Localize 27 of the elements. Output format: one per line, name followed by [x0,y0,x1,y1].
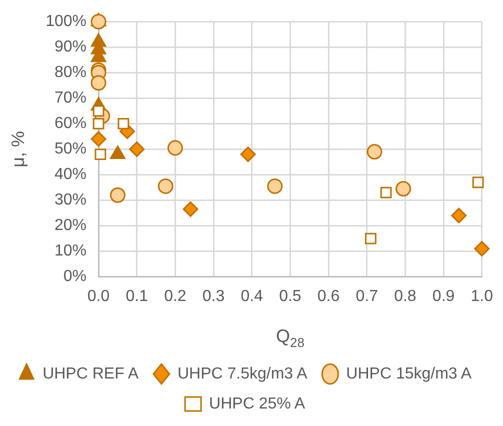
x-tick-label: 0.1 [126,288,148,305]
x-tick-label: 0.9 [432,288,455,305]
y-tick-label: 40% [54,166,87,184]
x-tick-label: 0.6 [317,288,340,305]
legend-label: UHPC REF A [42,365,139,382]
y-tick-label: 90% [54,38,87,56]
y-tick-label: 0% [63,268,87,286]
x-tick-label: 0.0 [87,288,110,305]
legend-label: UHPC 7.5kg/m3 A [177,365,308,382]
y-tick-label: 20% [54,217,87,234]
y-tick-label: 60% [54,115,87,132]
y-tick-label: 50% [54,140,87,158]
y-tick-label: 80% [54,64,87,82]
y-axis-title: μ, % [8,131,28,168]
y-tick-label: 10% [54,242,87,260]
x-tick-label: 0.3 [202,288,225,305]
x-tick-label: 0.7 [356,288,378,305]
y-tick-label: 70% [54,90,87,107]
legend-label: UHPC 15kg/m3 A [346,365,472,382]
legend-label: UHPC 25% A [209,395,306,412]
x-tick-label: 0.5 [279,288,302,305]
x-tick-label: 0.2 [164,288,186,305]
x-tick-label: 0.8 [394,288,416,305]
y-tick-label: 30% [54,192,87,209]
x-tick-label: 0.4 [240,288,264,305]
y-tick-label: 100% [46,13,87,30]
x-tick-label: 1.0 [470,288,494,305]
